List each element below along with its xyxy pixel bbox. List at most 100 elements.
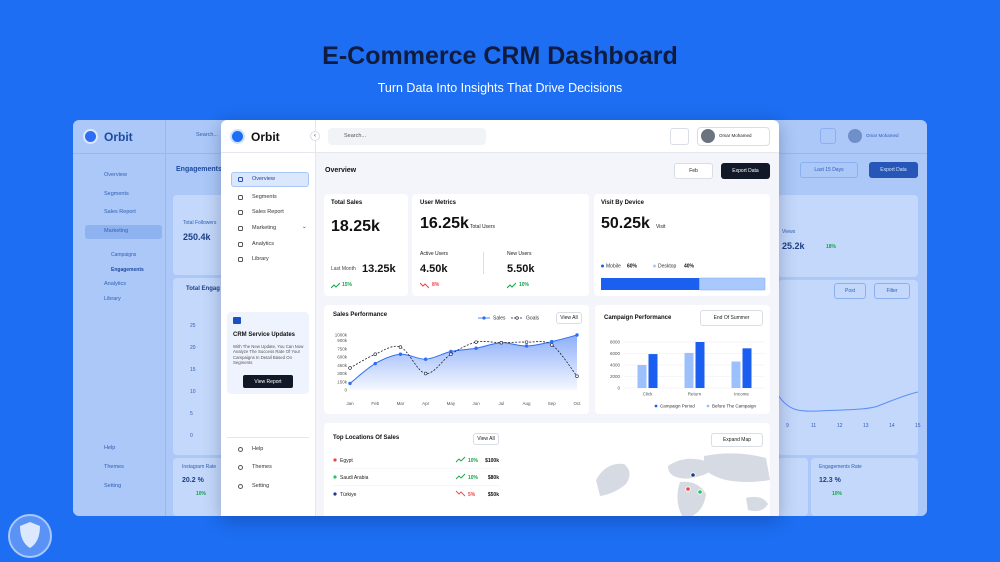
notifications[interactable] — [670, 128, 689, 145]
nav-item[interactable]: Sales Report — [252, 209, 284, 215]
view-all[interactable]: View All — [473, 433, 499, 445]
back-views-change: 18% — [826, 244, 837, 250]
back-post-label: Post — [844, 288, 855, 294]
back-views-value: 25.2k — [782, 241, 805, 251]
back-rate-card — [811, 458, 918, 516]
back-page-title: Engagements — [176, 166, 222, 173]
back-nav-item: Marketing — [104, 228, 129, 234]
back-footer-item: Themes — [104, 464, 124, 470]
back-nav-item: Library — [104, 296, 121, 302]
back-chart-tick: 25 — [190, 323, 196, 329]
promo-button-label: View Report — [254, 378, 282, 385]
back-nav-item: Sales Report — [104, 209, 136, 215]
back-followers-value: 250.4k — [183, 232, 211, 242]
period-select[interactable]: Feb — [674, 163, 713, 179]
back-nav-item: Analytics — [104, 281, 127, 287]
back-nav-item: Segments — [104, 191, 129, 197]
nav-icon — [238, 465, 243, 470]
back-export: Export Data — [869, 162, 918, 178]
user-box — [697, 127, 770, 146]
back-period-label: Last 15 Days — [814, 167, 844, 173]
active-users-value: 4.50k — [420, 263, 448, 275]
new-users-value: 5.50k — [507, 263, 535, 275]
footer-nav-item[interactable]: Setting — [252, 483, 270, 489]
back-rate-change: 10% — [196, 491, 207, 497]
sidebar-divider — [227, 437, 309, 438]
nav-item[interactable]: Overview — [252, 176, 275, 182]
map-land — [668, 458, 711, 479]
nav-icon — [238, 257, 243, 262]
search-placeholder: Search... — [344, 133, 367, 139]
back-x-tick: 9 — [786, 423, 789, 429]
back-views-card — [778, 195, 918, 277]
trend-line — [331, 282, 340, 289]
nav-item[interactable]: Marketing — [252, 225, 277, 231]
nav-chevron: ⌄ — [302, 224, 307, 230]
back-rate-value: 20.2 % — [182, 477, 204, 484]
back-filter: Filter — [874, 283, 910, 299]
topbar-border — [221, 152, 779, 153]
nav-item[interactable]: Library — [252, 256, 269, 262]
expand-map[interactable]: Expand Map — [711, 433, 763, 447]
back-x-tick: 13 — [863, 423, 869, 429]
user-metrics-card — [412, 194, 589, 296]
last-month-label: Last Month — [331, 266, 356, 272]
map-land — [596, 463, 630, 496]
back-rate-card — [173, 458, 228, 516]
back-line-path — [778, 391, 918, 412]
back-chart-title: Total Engag — [186, 286, 220, 292]
view-all[interactable]: View All — [556, 312, 582, 324]
search-box[interactable] — [328, 128, 486, 145]
trend-down — [420, 282, 429, 289]
back-topbar-border — [73, 153, 233, 154]
back-logo — [83, 129, 98, 144]
nav-icon — [238, 242, 243, 247]
back-chart-tick: 5 — [190, 411, 193, 417]
page-title: E-Commerce CRM Dashboard — [322, 42, 678, 70]
trend-up — [331, 282, 340, 289]
nav-item[interactable]: Segments — [252, 194, 277, 200]
back-chart-tick: 20 — [190, 345, 196, 351]
back-line — [778, 391, 918, 412]
expand-map-label: Expand Map — [722, 437, 752, 443]
back-nav-item: Overview — [104, 172, 127, 178]
period-label: Feb — [689, 168, 698, 174]
back-filter-label: Filter — [886, 288, 898, 294]
collapse-button[interactable]: ‹ — [310, 131, 320, 141]
back-x-tick: 12 — [837, 423, 843, 429]
app-brand: Orbit — [251, 130, 280, 144]
back-chart-tick: 0 — [190, 433, 193, 439]
export-button[interactable]: Export Data — [721, 163, 770, 179]
total-users-label: Total Users — [470, 224, 496, 230]
nav-item[interactable]: Analytics — [252, 241, 275, 247]
back-rate-label: Instagram Rate — [182, 464, 217, 470]
user-name[interactable]: Omar Mohamed — [719, 133, 752, 138]
back-followers-card — [173, 195, 228, 275]
footer-nav-item[interactable]: Help — [252, 446, 264, 452]
trend-up — [507, 282, 516, 289]
watermark — [8, 514, 52, 558]
map-land — [677, 481, 706, 516]
card-title: Sales Performance — [333, 312, 388, 318]
metrics-divider — [483, 252, 484, 274]
back-export-label: Export Data — [880, 167, 907, 173]
avatar — [701, 129, 715, 143]
map-land — [704, 453, 770, 482]
world-map — [596, 453, 770, 516]
back-chart-card — [173, 278, 228, 455]
back-sidebar-border — [165, 120, 166, 516]
back-x-tick: 15 — [915, 423, 921, 429]
footer-nav-item[interactable]: Themes — [252, 464, 272, 470]
active-users-label: Active Users — [420, 251, 449, 257]
campaign-select[interactable]: End Of Summer — [700, 310, 763, 326]
nav-icon — [238, 226, 243, 231]
back-followers-label: Total Followers — [183, 220, 217, 226]
visit-value: 50.25k — [601, 215, 650, 232]
new-users-change: 10% — [519, 282, 530, 288]
nav-icon — [238, 447, 243, 452]
promo-button[interactable]: View Report — [243, 375, 293, 388]
nav-icon — [238, 177, 243, 182]
total-sales-change: 15% — [342, 282, 353, 288]
total-users-value: 16.25k — [420, 215, 469, 232]
